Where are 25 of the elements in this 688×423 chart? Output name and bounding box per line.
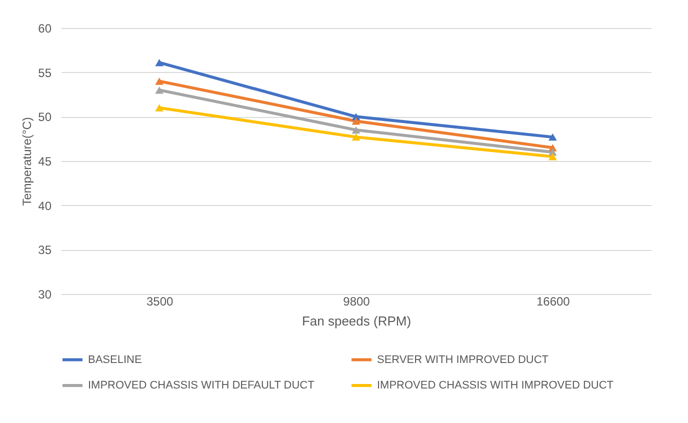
point <box>352 133 360 141</box>
x-tick-label: 9800 <box>343 294 370 308</box>
y-tick-label: 55 <box>38 66 52 80</box>
point <box>352 126 360 134</box>
legend-label: IMPROVED CHASSIS WITH DEFAULT DUCT <box>88 380 315 392</box>
x-axis-title: Fan speeds (RPM) <box>302 314 412 328</box>
point <box>352 117 360 125</box>
x-tick-label: 16600 <box>536 294 570 308</box>
y-tick-label: 50 <box>38 110 52 124</box>
point <box>155 86 164 94</box>
y-tick-label: 45 <box>38 154 52 168</box>
legend-label: IMPROVED CHASSIS WITH IMPROVED DUCT <box>377 380 614 392</box>
x-tick-label: 3500 <box>146 294 174 308</box>
y-tick-label: 35 <box>38 243 52 258</box>
legend-label: BASELINE <box>88 354 142 366</box>
y-axis-title: Temperature(°C) <box>20 117 34 206</box>
point <box>155 58 164 66</box>
point <box>155 104 164 112</box>
point <box>548 133 557 141</box>
point <box>548 152 557 160</box>
y-tick-label: 40 <box>38 198 52 213</box>
y-tick-label: 60 <box>38 22 52 36</box>
legend-label: SERVER WITH IMPROVED DUCT <box>377 354 549 366</box>
y-tick-label: 30 <box>38 288 52 302</box>
point <box>155 78 164 85</box>
